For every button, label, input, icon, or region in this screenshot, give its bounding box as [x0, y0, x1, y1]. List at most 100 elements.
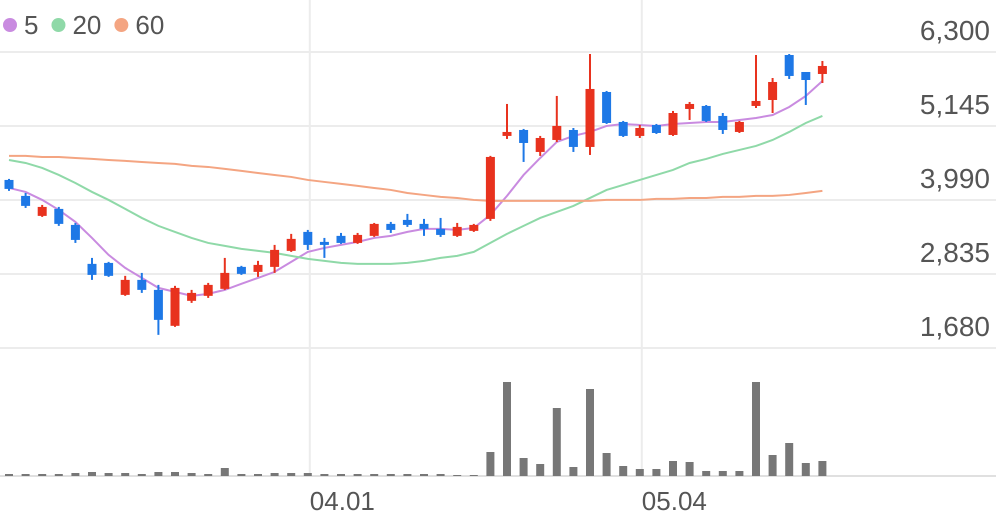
candle-body	[4, 179, 14, 189]
candle-body	[303, 231, 313, 245]
volume-bar	[552, 408, 561, 476]
candle-body	[784, 55, 794, 76]
volume-bar	[287, 473, 296, 476]
candle-body	[585, 88, 595, 147]
volume-bar	[54, 474, 63, 476]
candle-body	[203, 284, 213, 296]
volume-bar	[154, 472, 163, 476]
candle-body	[369, 223, 379, 236]
volume-bar	[702, 471, 711, 476]
candle-body	[419, 223, 429, 229]
volume-bar	[503, 382, 511, 476]
volume-bar	[752, 382, 760, 476]
volume-bar	[536, 464, 545, 476]
volume-bar	[88, 472, 96, 476]
candle-body	[137, 279, 147, 290]
volume-bar	[818, 461, 827, 476]
candle-body	[718, 115, 728, 130]
candle-body	[618, 121, 628, 136]
volume-bar	[21, 474, 30, 476]
x-tick-label: 04.01	[310, 486, 375, 516]
candle-body	[402, 219, 412, 225]
candle-body	[270, 249, 280, 267]
candle-body	[153, 289, 163, 320]
legend-marker	[114, 18, 129, 32]
volume-bar	[71, 473, 80, 476]
legend-label: 60	[135, 10, 164, 40]
ma-line	[9, 154, 823, 202]
volume-bar	[220, 468, 229, 476]
candle-body	[319, 241, 329, 245]
volume-bar	[5, 474, 13, 476]
candle-body	[602, 91, 612, 123]
volume-bar	[635, 469, 644, 476]
volume-bar	[519, 458, 528, 476]
candle-body	[286, 238, 296, 251]
candle-body	[734, 121, 744, 132]
candle-body	[236, 266, 246, 274]
volume-bar	[685, 462, 694, 476]
volume-bar	[785, 443, 794, 476]
volume-bar	[486, 452, 495, 476]
volume-bar	[270, 473, 279, 476]
y-tick-label: 1,680	[920, 311, 990, 342]
volume-bar	[303, 473, 312, 476]
volume-bar	[171, 472, 179, 476]
volume-bar	[669, 461, 677, 476]
volume-bar	[586, 389, 594, 476]
volume-bar	[801, 463, 810, 476]
candle-body	[519, 129, 529, 143]
x-tick-label: 05.04	[642, 486, 707, 516]
candle-body	[120, 279, 130, 295]
volume-bar	[469, 475, 478, 476]
candle-body	[220, 272, 230, 289]
candle-body	[54, 208, 64, 224]
volume-bar	[652, 469, 661, 476]
volume-bar	[735, 471, 744, 476]
y-tick-label: 5,145	[920, 89, 990, 120]
candle-body	[170, 287, 180, 326]
legend-marker	[51, 18, 66, 32]
volume-bar	[121, 473, 130, 476]
candle-body	[685, 103, 695, 109]
volume-bar	[436, 474, 445, 476]
volume-bar	[237, 474, 246, 476]
legend-label: 5	[24, 10, 38, 40]
volume-bar	[353, 474, 362, 476]
candle-body	[336, 235, 346, 243]
volume-bar	[718, 471, 727, 476]
candle-body	[353, 234, 363, 243]
candle-body	[70, 224, 80, 240]
candle-body	[253, 264, 263, 272]
ma-line	[8, 115, 823, 265]
candle-body	[21, 195, 31, 206]
volume-bar	[403, 474, 412, 476]
legend-label: 20	[72, 10, 101, 40]
y-tick-label: 6,300	[920, 15, 990, 46]
candle-body	[817, 65, 827, 74]
candle-body	[801, 71, 811, 80]
volume-bar	[386, 474, 395, 476]
volume-bar	[453, 475, 462, 476]
candle-body	[485, 156, 495, 219]
candle-body	[502, 131, 512, 136]
volume-bar	[204, 474, 213, 476]
y-tick-label: 2,835	[920, 237, 990, 268]
candle-body	[552, 125, 562, 140]
volume-bar	[187, 473, 196, 476]
ma-line	[8, 80, 824, 297]
candle-body	[668, 112, 678, 135]
candle-body	[452, 226, 462, 236]
volume-bar	[337, 474, 345, 476]
candle-body	[751, 100, 761, 106]
volume-bar	[619, 466, 628, 476]
candle-body	[568, 129, 578, 147]
legend-marker	[3, 18, 17, 32]
volume-bar	[768, 455, 777, 476]
candle-body	[651, 124, 661, 133]
volume-bar	[38, 474, 47, 476]
candle-body	[436, 228, 446, 235]
volume-bar	[137, 474, 146, 476]
volume-bar	[320, 474, 329, 476]
